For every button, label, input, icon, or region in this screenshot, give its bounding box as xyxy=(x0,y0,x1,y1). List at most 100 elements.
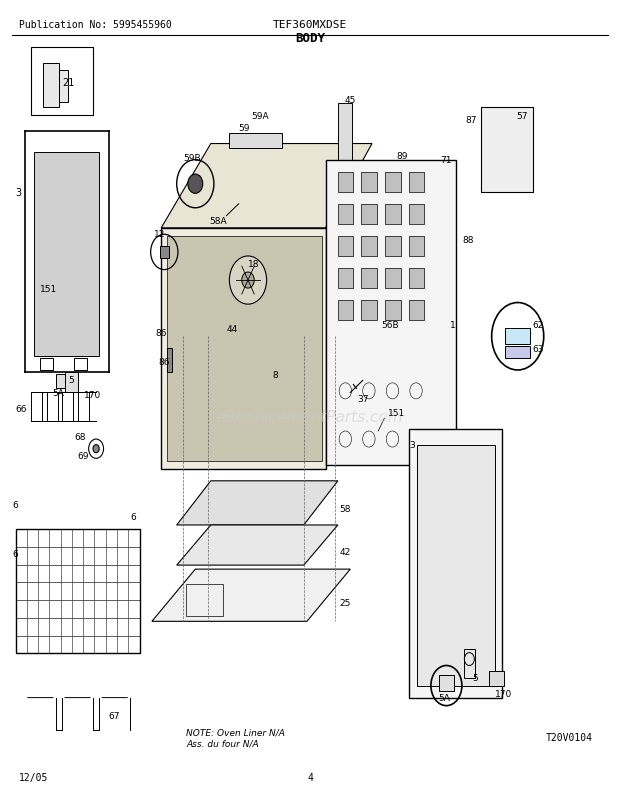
FancyBboxPatch shape xyxy=(361,301,377,321)
FancyBboxPatch shape xyxy=(338,172,353,192)
Circle shape xyxy=(229,257,267,305)
FancyBboxPatch shape xyxy=(361,172,377,192)
Text: 66: 66 xyxy=(16,404,27,414)
Text: 5A: 5A xyxy=(438,693,450,703)
FancyBboxPatch shape xyxy=(489,671,504,686)
FancyBboxPatch shape xyxy=(480,108,533,192)
Text: 12: 12 xyxy=(154,229,165,239)
Text: 25: 25 xyxy=(340,598,351,608)
FancyBboxPatch shape xyxy=(361,237,377,257)
Text: BODY: BODY xyxy=(295,32,325,45)
FancyBboxPatch shape xyxy=(167,237,322,461)
Polygon shape xyxy=(189,346,319,383)
Text: eReplacementParts.com: eReplacementParts.com xyxy=(216,410,404,424)
FancyBboxPatch shape xyxy=(385,269,401,289)
Text: 5A: 5A xyxy=(53,388,64,398)
Text: 42: 42 xyxy=(340,547,351,557)
Text: 63: 63 xyxy=(532,344,544,354)
Text: 58A: 58A xyxy=(210,217,227,226)
FancyBboxPatch shape xyxy=(385,172,401,192)
Text: 151: 151 xyxy=(40,284,58,294)
Text: 18: 18 xyxy=(248,260,260,269)
FancyBboxPatch shape xyxy=(409,269,424,289)
Polygon shape xyxy=(177,525,338,565)
FancyBboxPatch shape xyxy=(385,301,401,321)
Circle shape xyxy=(93,445,99,453)
FancyBboxPatch shape xyxy=(326,160,456,465)
Text: 6: 6 xyxy=(12,500,18,510)
FancyBboxPatch shape xyxy=(417,445,495,686)
FancyBboxPatch shape xyxy=(65,373,78,393)
FancyBboxPatch shape xyxy=(338,301,353,321)
FancyBboxPatch shape xyxy=(56,375,65,389)
Text: 1: 1 xyxy=(450,320,455,330)
FancyBboxPatch shape xyxy=(338,104,352,164)
Text: 170: 170 xyxy=(495,689,512,699)
Circle shape xyxy=(188,175,203,194)
Text: 4: 4 xyxy=(307,772,313,782)
FancyBboxPatch shape xyxy=(409,205,424,225)
Text: NOTE: Oven Liner N/A: NOTE: Oven Liner N/A xyxy=(186,727,285,736)
Text: 6: 6 xyxy=(130,512,136,522)
FancyBboxPatch shape xyxy=(409,237,424,257)
Circle shape xyxy=(242,273,254,289)
FancyBboxPatch shape xyxy=(361,269,377,289)
Polygon shape xyxy=(177,481,338,525)
Text: Ass. du four N/A: Ass. du four N/A xyxy=(186,739,259,747)
Text: 88: 88 xyxy=(462,236,474,245)
Polygon shape xyxy=(177,337,338,385)
Polygon shape xyxy=(161,144,372,229)
FancyBboxPatch shape xyxy=(338,237,353,257)
FancyBboxPatch shape xyxy=(34,152,99,357)
Text: 59A: 59A xyxy=(251,111,268,121)
Text: T20V0104: T20V0104 xyxy=(546,732,593,742)
FancyBboxPatch shape xyxy=(161,229,326,469)
Text: 170: 170 xyxy=(84,390,101,399)
FancyBboxPatch shape xyxy=(229,134,282,148)
Text: 37: 37 xyxy=(358,394,370,403)
Text: 5: 5 xyxy=(472,673,478,683)
Text: 68: 68 xyxy=(74,432,86,442)
FancyBboxPatch shape xyxy=(338,269,353,289)
FancyBboxPatch shape xyxy=(505,329,530,345)
FancyBboxPatch shape xyxy=(59,71,68,103)
Text: 86: 86 xyxy=(155,328,167,338)
Text: 86: 86 xyxy=(158,358,170,367)
Text: 21: 21 xyxy=(62,78,74,87)
Polygon shape xyxy=(152,569,350,622)
Text: 67: 67 xyxy=(108,711,120,720)
Text: 3: 3 xyxy=(16,188,22,197)
FancyBboxPatch shape xyxy=(409,301,424,321)
Text: 6: 6 xyxy=(12,549,18,558)
Text: 87: 87 xyxy=(465,115,477,125)
Text: 59: 59 xyxy=(239,124,250,133)
Text: 69: 69 xyxy=(78,451,89,460)
Text: 56B: 56B xyxy=(381,320,399,330)
FancyBboxPatch shape xyxy=(505,346,530,358)
FancyBboxPatch shape xyxy=(409,429,502,698)
Text: 5: 5 xyxy=(68,375,74,385)
Text: 3: 3 xyxy=(409,440,415,450)
Text: 45: 45 xyxy=(344,95,355,105)
Text: 44: 44 xyxy=(226,324,237,334)
Text: 58: 58 xyxy=(340,504,352,514)
FancyBboxPatch shape xyxy=(361,205,377,225)
Text: 89: 89 xyxy=(397,152,409,161)
FancyBboxPatch shape xyxy=(167,349,172,373)
Text: 57: 57 xyxy=(516,111,528,121)
FancyBboxPatch shape xyxy=(385,205,401,225)
Text: 71: 71 xyxy=(440,156,452,165)
Text: 62: 62 xyxy=(532,320,543,330)
FancyBboxPatch shape xyxy=(160,246,169,259)
Text: Publication No: 5995455960: Publication No: 5995455960 xyxy=(19,20,171,30)
FancyBboxPatch shape xyxy=(409,172,424,192)
Text: 59B: 59B xyxy=(183,153,200,163)
FancyBboxPatch shape xyxy=(338,205,353,225)
Text: 151: 151 xyxy=(388,408,405,418)
Text: 12/05: 12/05 xyxy=(19,772,48,782)
Text: TEF360MXDSE: TEF360MXDSE xyxy=(273,20,347,30)
FancyBboxPatch shape xyxy=(385,237,401,257)
Text: 8: 8 xyxy=(273,371,278,380)
FancyBboxPatch shape xyxy=(43,64,59,108)
FancyBboxPatch shape xyxy=(439,675,454,691)
